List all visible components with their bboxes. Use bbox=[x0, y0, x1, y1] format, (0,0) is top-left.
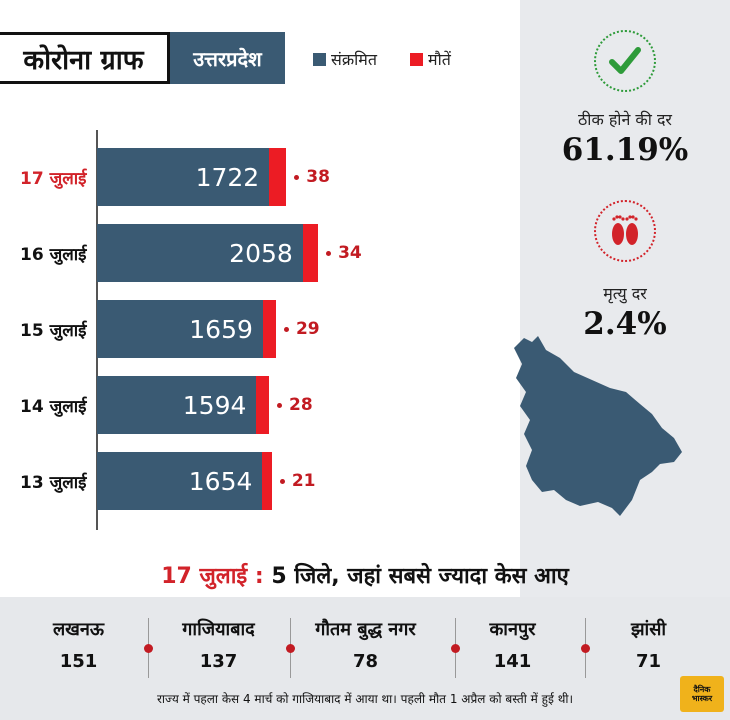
bar-infected: 1659 bbox=[97, 300, 263, 358]
separator-dot bbox=[144, 644, 153, 653]
deaths-value: 21 bbox=[291, 471, 316, 491]
deaths-value-label: 29 bbox=[283, 300, 320, 358]
footprints-icon bbox=[594, 200, 656, 262]
bar-infected-value: 1594 bbox=[182, 390, 247, 420]
deaths-value: 38 bbox=[306, 167, 330, 187]
logo-line1: दैनिक bbox=[693, 685, 711, 694]
bar-deaths bbox=[269, 148, 287, 206]
legend-infected: संक्रमित bbox=[313, 48, 377, 70]
city-cases: 151 bbox=[59, 651, 98, 672]
dainik-bhaskar-logo: दैनिक भास्कर bbox=[680, 676, 724, 712]
bullet-dot bbox=[279, 478, 285, 484]
bar-deaths bbox=[262, 452, 272, 510]
bar-infected-value: 1722 bbox=[195, 162, 260, 192]
bullet-dot bbox=[326, 250, 332, 256]
bullet-dot bbox=[277, 402, 282, 408]
city-cases: 71 bbox=[635, 651, 662, 672]
separator-dot bbox=[286, 644, 295, 653]
recovery-rate-value: 61.19% bbox=[561, 132, 689, 168]
date-label: 16 जुलाई bbox=[20, 245, 87, 265]
cities-heading: 17 जुलाई : 5 जिले, जहां सबसे ज्यादा केस … bbox=[0, 560, 730, 590]
separator-dot bbox=[581, 644, 590, 653]
bar-deaths bbox=[256, 376, 269, 434]
legend-swatch-deaths bbox=[410, 52, 423, 66]
up-map-icon bbox=[514, 336, 682, 516]
deaths-value: 34 bbox=[338, 243, 362, 263]
date-label: 17 जुलाई bbox=[20, 169, 87, 189]
date-label: 13 जुलाई bbox=[20, 473, 87, 493]
city-cases: 78 bbox=[352, 651, 379, 672]
deaths-value: 28 bbox=[289, 395, 313, 415]
bar-deaths bbox=[302, 224, 319, 282]
legend-deaths: मौतें bbox=[410, 48, 451, 70]
bar-infected-value: 1654 bbox=[188, 466, 253, 496]
deaths-value-label: 38 bbox=[294, 148, 330, 206]
city-name: झांसी bbox=[630, 619, 667, 640]
bar-infected: 2058 bbox=[97, 224, 303, 282]
cities-heading-text: 5 जिले, जहां सबसे ज्यादा केस आए bbox=[271, 564, 569, 589]
date-label: 14 जुलाई bbox=[20, 397, 87, 417]
deaths-value-label: 21 bbox=[279, 452, 316, 510]
city-name: लखनऊ bbox=[52, 619, 105, 640]
deaths-value: 29 bbox=[295, 319, 320, 339]
city-name: गाजियाबाद bbox=[182, 619, 255, 640]
cities-heading-date: 17 जुलाई : bbox=[161, 564, 264, 589]
checkmark-icon bbox=[594, 30, 656, 92]
bar-deaths bbox=[262, 300, 276, 358]
chart-title: कोरोना ग्राफ bbox=[0, 32, 170, 84]
city-cases: 137 bbox=[199, 651, 238, 672]
legend-swatch-infected bbox=[313, 52, 326, 66]
recovery-rate-label: ठीक होने की दर bbox=[578, 110, 672, 129]
stats-panel: ठीक होने की दर 61.19% मृत्यु दर 2.4% bbox=[514, 0, 730, 597]
cities-band bbox=[0, 597, 730, 720]
bar-infected-value: 1659 bbox=[189, 314, 253, 344]
date-label: 15 जुलाई bbox=[20, 321, 87, 341]
deaths-value-label: 28 bbox=[277, 376, 313, 434]
death-rate-value: 2.4% bbox=[583, 306, 667, 342]
death-rate-label: मृत्यु दर bbox=[603, 284, 647, 303]
bar-infected-value: 2058 bbox=[229, 238, 293, 268]
state-label: उत्तरप्रदेश bbox=[170, 32, 285, 84]
bar-infected: 1722 bbox=[97, 148, 270, 206]
bullet-dot bbox=[283, 326, 289, 332]
city-cases: 141 bbox=[493, 651, 532, 672]
logo-line2: भास्कर bbox=[691, 694, 713, 703]
footnote: राज्य में पहला केस 4 मार्च को गाजियाबाद … bbox=[156, 692, 574, 706]
city-name: गौतम बुद्ध नगर bbox=[315, 619, 416, 640]
separator-dot bbox=[451, 644, 460, 653]
legend-label-deaths: मौतें bbox=[428, 50, 451, 69]
bar-infected: 1654 bbox=[97, 452, 263, 510]
bullet-dot bbox=[294, 174, 300, 180]
deaths-value-label: 34 bbox=[326, 224, 362, 282]
legend-label-infected: संक्रमित bbox=[331, 50, 377, 69]
bar-infected: 1594 bbox=[97, 376, 257, 434]
city-name: कानपुर bbox=[489, 619, 536, 640]
